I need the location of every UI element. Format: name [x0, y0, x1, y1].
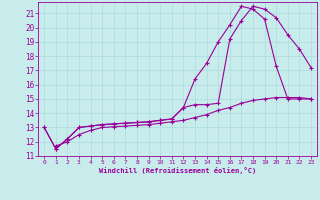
X-axis label: Windchill (Refroidissement éolien,°C): Windchill (Refroidissement éolien,°C) — [99, 167, 256, 174]
